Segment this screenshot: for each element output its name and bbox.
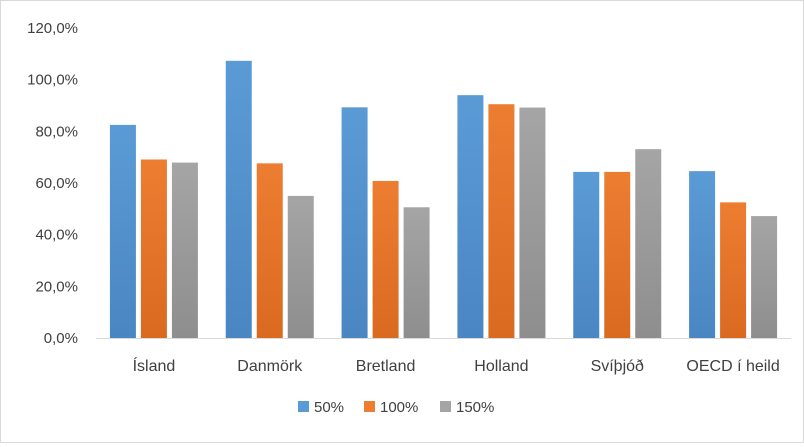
y-tick-label: 100,0% [27,72,78,89]
bar-100pct-2 [372,180,399,338]
bar-150pct-2 [403,207,430,338]
x-tick-label: Danmörk [237,358,303,375]
x-tick-label: Bretland [356,358,416,375]
bar-50pct-2 [341,107,368,338]
x-tick-label: Ísland [133,356,176,375]
legend: 50% 100% 150% [298,399,494,416]
bar-100pct-1 [256,163,283,338]
bar-100pct-3 [488,104,515,338]
bar-50pct-5 [689,171,716,338]
bar-50pct-4 [573,171,600,338]
bar-100pct-4 [604,171,631,338]
legend-swatch [298,401,309,412]
x-tick-label: Holland [474,358,528,375]
x-tick-label: Svíþjóð [591,358,644,375]
bar-150pct-4 [635,149,662,338]
bar-50pct-3 [457,95,484,339]
bar-50pct-1 [225,60,252,338]
legend-swatch [364,401,375,412]
y-tick-label: 40,0% [35,227,78,244]
bars [109,60,778,339]
bar-100pct-0 [140,159,167,338]
y-axis-ticks: 0,0% 20,0% 40,0% 60,0% 80,0% 100,0% 120,0% [27,20,78,347]
y-tick-label: 20,0% [35,278,78,295]
bar-50pct-0 [109,124,136,338]
legend-label: 150% [456,399,494,416]
legend-swatch [440,401,451,412]
x-tick-label: OECD í heild [686,358,779,375]
legend-label: 100% [380,399,418,416]
y-tick-label: 0,0% [44,330,78,347]
bar-100pct-5 [720,202,747,338]
bar-150pct-0 [171,162,198,338]
y-tick-label: 120,0% [27,20,78,37]
bar-150pct-3 [519,107,546,338]
legend-label: 50% [314,399,344,416]
y-tick-label: 60,0% [35,175,78,192]
bar-150pct-5 [751,216,778,338]
bar-150pct-1 [287,195,314,338]
y-tick-label: 80,0% [35,123,78,140]
x-axis-labels: Ísland Danmörk Bretland Holland Svíþjóð OECD … [133,356,780,375]
